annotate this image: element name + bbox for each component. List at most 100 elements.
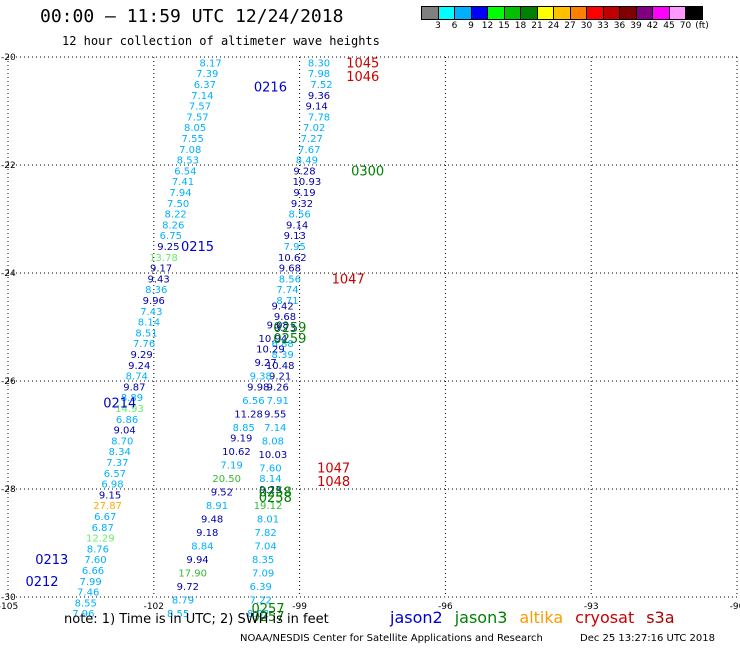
swh-value: 8.02 [247,609,269,620]
pass-time-label: 0258 [259,486,292,501]
swh-value: 9.24 [128,361,150,372]
swh-value: 9.52 [211,488,233,499]
swh-value: 9.72 [177,582,199,593]
swh-value: 7.27 [301,134,323,145]
swh-value: 12.29 [86,534,115,545]
swh-value: 7.60 [259,463,281,474]
swh-value: 8.74 [126,372,148,383]
color-scale-label: 33 [597,21,609,31]
swh-value: 7.74 [276,285,298,296]
x-tick-label: -96 [438,602,453,612]
swh-value: 6.54 [174,166,196,177]
swh-value: 6.87 [92,523,114,534]
swh-value: 9.68 [274,312,296,323]
swh-value: 8.05 [184,123,206,134]
swh-value: 7.04 [254,542,276,553]
y-tick-label: -20 [1,53,16,63]
swh-value: 8.17 [200,58,222,69]
color-scale-label: 9 [468,21,474,31]
data-points: 8.177.396.377.147.577.578.057.557.088.53… [72,58,332,620]
swh-value: 9.87 [123,382,145,393]
swh-value: 9.94 [186,555,208,566]
swh-value: 7.09 [252,569,274,580]
color-scale-label: 24 [547,21,560,31]
pass-time-label: 0216 [254,81,287,96]
swh-value: 7.22 [250,596,272,607]
swh-value: 8.56 [279,274,301,285]
pass-time-label: 0214 [103,397,136,412]
color-scale-label: 30 [580,21,593,31]
color-scale-label: 36 [613,21,626,31]
swh-value: 9.96 [143,296,165,307]
swh-value: 8.76 [87,544,109,555]
legend-altika: altika [519,608,564,627]
swh-value: 9.23 [259,485,281,496]
swh-value: 7.67 [298,145,320,156]
swh-value: 7.39 [196,69,218,80]
y-tick-label: -24 [1,269,16,279]
swh-value: 8.71 [276,296,298,307]
swh-value: 7.14 [264,423,286,434]
swh-value: 6.67 [94,512,116,523]
swh-value: 10.29 [256,345,285,356]
swh-value: 7.57 [189,102,211,113]
pass-time-label: 0212 [25,575,58,590]
swh-value: 6.56 [242,396,264,407]
color-scale [421,5,703,24]
color-scale-label: (ft) [695,21,709,31]
swh-value: 8.26 [162,220,184,231]
pass-time-label: 0257 [251,602,284,617]
color-scale-label: 21 [531,21,543,31]
y-tick-label: -22 [1,161,16,171]
x-tick-label: -102 [144,602,164,612]
swh-value: 9.98 [247,382,269,393]
y-tick-label: -30 [1,593,16,603]
x-tick-label: -90 [730,602,740,612]
swh-value: 7.43 [140,307,162,318]
swh-value: 8.22 [165,210,187,221]
swh-value: 8.53 [177,156,199,167]
footer-timestamp: Dec 25 13:27:16 UTC 2018 [580,633,715,644]
swh-value: 8.14 [138,318,160,329]
swh-value: 7.99 [79,577,101,588]
swh-value: 9.17 [150,264,172,275]
swh-value: 9.26 [267,382,289,393]
swh-value: 9.18 [196,528,218,539]
swh-value: 7.08 [179,145,201,156]
swh-value: 10.93 [293,177,322,188]
pass-time-label: 0258 [259,491,292,506]
color-scale-label: 27 [564,21,576,31]
swh-value: 9.42 [271,301,293,312]
swh-value: 10.48 [266,361,295,372]
legend-jason2: jason2 [390,608,443,627]
swh-value: 6.66 [82,566,104,577]
chart-title: 00:00 – 11:59 UTC 12/24/2018 [40,6,344,27]
swh-value: 8.39 [271,350,293,361]
swh-value: 8.84 [191,542,213,553]
pass-time-label: 0259 [273,321,306,336]
swh-value: 9.28 [293,166,315,177]
swh-value: 8.34 [109,447,131,458]
color-scale-label: 3 [435,21,441,31]
swh-value: 7.37 [106,458,128,469]
swh-value: 7.55 [182,134,204,145]
swh-value: 7.78 [308,112,330,123]
swh-value: 9.15 [99,490,121,501]
color-scale-label: 12 [481,21,494,31]
swh-value: 9.48 [201,515,223,526]
swh-value: 9.38 [250,372,272,383]
y-tick-label: -26 [1,377,16,387]
swh-value: 6.57 [104,469,126,480]
color-scale-label: 15 [498,21,510,31]
swh-value: 7.98 [308,69,330,80]
swh-value: 9.27 [254,358,276,369]
pass-time-label: 1048 [317,475,350,490]
swh-value: 8.36 [145,285,167,296]
swh-value: 14.93 [115,404,144,415]
swh-value: 8.30 [308,58,330,69]
swh-value: 7.91 [267,396,289,407]
swh-value: 9.25 [157,242,179,253]
swh-value: 8.14 [259,474,281,485]
swh-value: 7.96 [72,609,94,620]
swh-value: 9.32 [291,199,313,210]
